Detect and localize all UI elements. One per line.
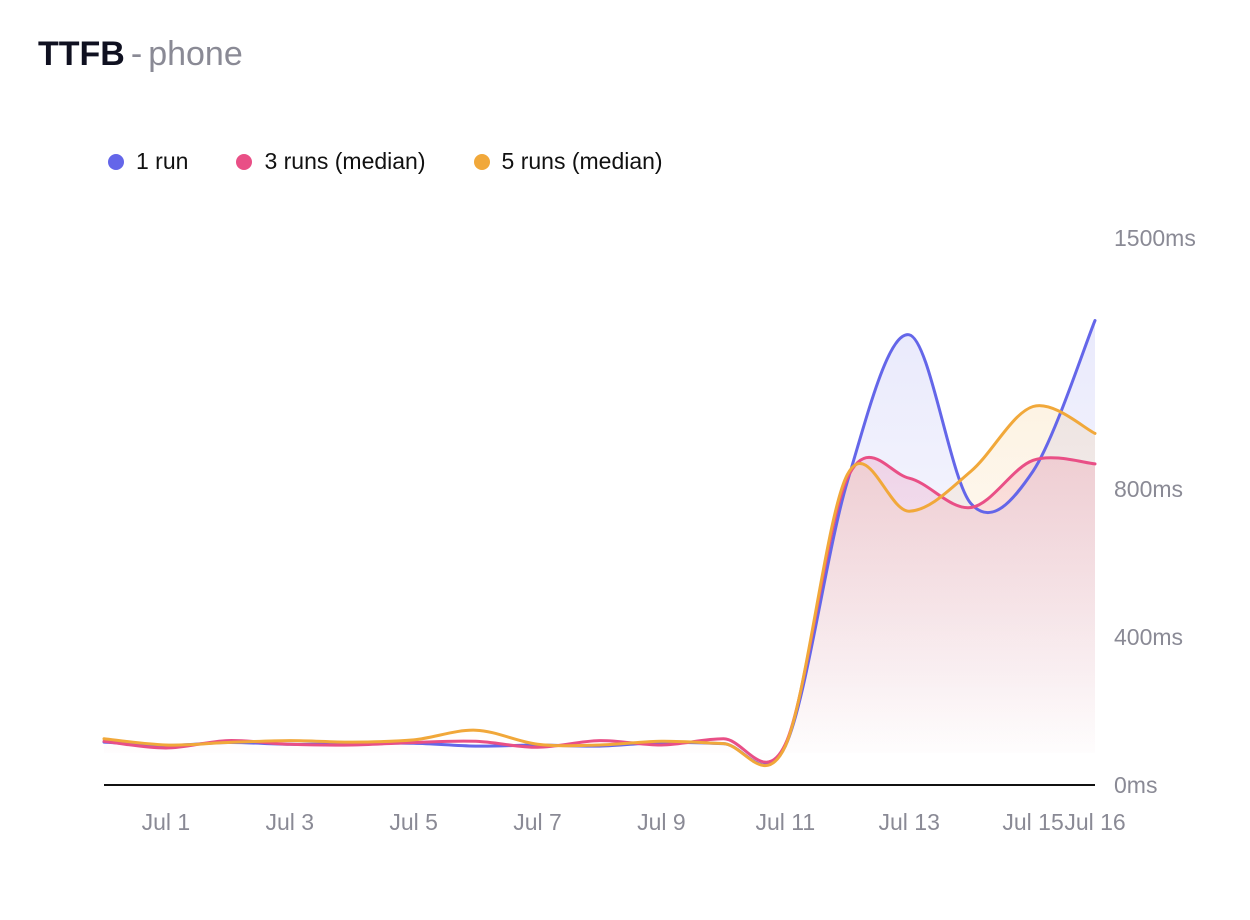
chart-title: TTFB - phone [38,34,243,74]
chart-legend: 1 run 3 runs (median) 5 runs (median) [108,148,711,175]
y-tick-label: 400ms [1114,624,1183,650]
legend-dot-icon [108,153,124,170]
legend-item-5-runs[interactable]: 5 runs (median) [473,148,663,175]
x-tick-label: Jul 15 [1002,809,1063,835]
y-axis-ticks: 1500ms 800ms 400ms 0ms [1114,225,1196,798]
series-line-3[interactable] [102,404,1097,768]
legend-label: 1 run [136,148,189,174]
y-tick-label: 800ms [1114,476,1183,502]
series-area-3 [104,405,1095,766]
x-tick-label: Jul 16 [1064,809,1125,835]
chart-title-subtitle: phone [148,35,243,73]
chart-title-separator: - [130,35,143,73]
legend-item-3-runs[interactable]: 3 runs (median) [236,148,426,175]
series-lines [102,319,1097,768]
x-tick-label: Jul 11 [755,809,815,835]
legend-dot-icon [236,153,253,170]
legend-dot-icon [473,153,490,170]
series-areas [104,320,1095,766]
x-tick-label: Jul 5 [389,809,438,835]
y-tick-label: 0ms [1114,772,1157,798]
legend-item-1-run[interactable]: 1 run [108,148,188,175]
legend-label: 3 runs (median) [264,148,426,174]
x-tick-label: Jul 3 [266,809,315,835]
x-tick-label: Jul 13 [879,809,940,835]
chart-title-main: TTFB [38,35,125,73]
x-tick-label: Jul 7 [513,809,562,835]
x-tick-label: Jul 9 [637,809,686,835]
legend-label: 5 runs (median) [501,148,663,174]
x-tick-label: Jul 1 [142,809,191,835]
series-line-2[interactable] [102,455,1097,764]
x-axis-ticks: Jul 1 Jul 3 Jul 5 Jul 7 Jul 9 Jul 11 Jul 13 Jul… [142,809,1126,835]
y-tick-label: 1500ms [1114,225,1196,251]
